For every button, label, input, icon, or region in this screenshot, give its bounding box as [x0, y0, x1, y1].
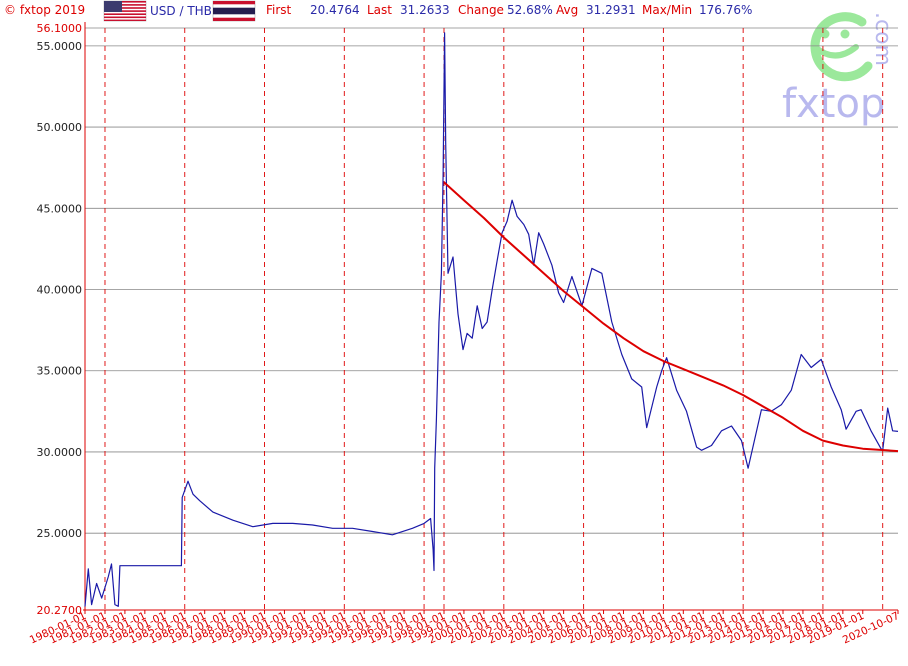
horizontal-gridlines: [85, 27, 898, 534]
y-tick-label: 50.0000: [37, 121, 83, 134]
us-flag-icon: [103, 0, 147, 22]
maxmin-value: 176.76%: [699, 3, 752, 17]
y-tick-label: 45.0000: [37, 202, 83, 215]
series-lines: [84, 32, 899, 607]
avg-label: Avg: [556, 3, 578, 17]
y-tick-label: 40.0000: [37, 284, 83, 297]
vertical-gridlines: [104, 28, 884, 610]
brand-name: fxtop: [782, 81, 885, 127]
average-line: [443, 181, 899, 453]
axes: [83, 22, 899, 614]
y-max-label: 56.1000: [37, 22, 83, 35]
currency-pair: USD / THB: [150, 4, 212, 18]
change-value: 52.68%: [507, 3, 553, 17]
copyright-text: © fxtop 2019: [4, 3, 85, 17]
y-tick-label: 25.0000: [37, 527, 83, 540]
y-tick-label: 55.0000: [37, 40, 83, 53]
last-label: Last: [367, 3, 392, 17]
y-axis-labels: 25.0000 30.0000 35.0000 40.0000 45.0000 50.00…: [37, 22, 83, 617]
chart-header: © fxtop 2019 USD / THB First 20.4764 Las…: [4, 0, 752, 22]
y-tick-label: 30.0000: [37, 446, 83, 459]
thai-flag-icon: [212, 0, 256, 22]
maxmin-label: Max/Min: [642, 3, 692, 17]
change-label: Change: [458, 3, 504, 17]
y-min-label: 20.2700: [37, 604, 83, 617]
last-value: 31.2633: [400, 3, 450, 17]
first-value: 20.4764: [310, 3, 360, 17]
first-label: First: [266, 3, 292, 17]
rate-line: [84, 32, 899, 607]
avg-value: 31.2931: [586, 3, 636, 17]
y-tick-label: 35.0000: [37, 365, 83, 378]
